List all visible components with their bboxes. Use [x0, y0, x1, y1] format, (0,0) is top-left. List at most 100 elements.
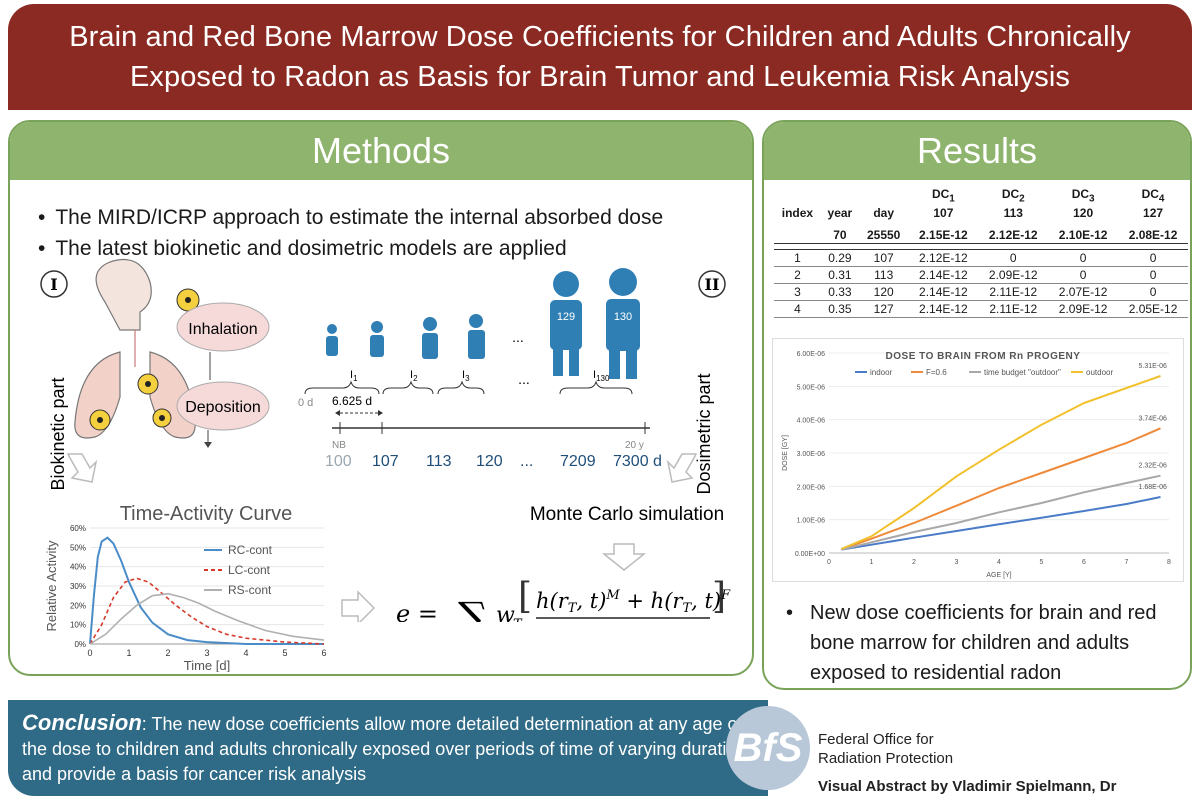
mc-title: Monte Carlo simulation	[530, 504, 724, 525]
interval-ellipsis: ...	[518, 371, 530, 387]
dose-xtick: 8	[1167, 559, 1171, 566]
dose-ytick: 3.00E-06	[797, 451, 826, 458]
dose-series-0	[841, 496, 1161, 551]
figures-ellipsis: ...	[512, 329, 524, 345]
tac-xtick: 2	[165, 648, 170, 658]
interval-130-label: I130	[593, 369, 610, 383]
dose-ytick: 6.00E-06	[797, 351, 826, 358]
dc4-header: DC4	[1141, 187, 1165, 205]
tac-series-rs-cont	[89, 592, 325, 645]
results-bullet: New dose coefficients for brain and red …	[786, 598, 1178, 688]
twenty-y-label: 20 y	[625, 440, 644, 451]
dose-legend-item: time budget "outdoor"	[984, 368, 1061, 377]
title-banner: Brain and Red Bone Marrow Dose Coefficie…	[8, 4, 1192, 110]
dose-series-1	[840, 427, 1161, 551]
formula-w: w	[496, 603, 515, 622]
deposition-bubble	[176, 381, 270, 431]
dose-formula: e = ∑ T w T [ ] h(rT, t)M + h(rT, t)F 2	[396, 576, 731, 622]
table-header-row: index year day 107 113 120 127	[774, 205, 1188, 221]
timeline-100: 100	[325, 453, 352, 470]
dose-xtick: 2	[912, 559, 916, 566]
table-row: 3 0.33 120 2.14E-12 2.11E-12 2.07E-12 0	[774, 283, 1188, 302]
dose-end-label: 2.32E-06	[1139, 463, 1168, 470]
table-row: 2 0.31 113 2.14E-12 2.09E-12 0 0	[774, 266, 1188, 285]
step-label: 6.625 d	[332, 394, 372, 408]
dose-ytick: 0.00E+00	[795, 551, 825, 558]
timeline-113: 113	[426, 453, 452, 470]
col-year: year	[827, 206, 853, 221]
timeline-7209: 7209	[560, 453, 596, 470]
methods-bullet-1: The MIRD/ICRP approach to estimate the i…	[38, 202, 663, 233]
col-113: 113	[1003, 206, 1023, 221]
credit-line: Visual Abstract by Vladimir Spielmann, D…	[818, 778, 1117, 795]
tac-chart: 0% 10% 20% 30% 40% 50% 60% 0 1 2 3 4 5 6 Time [d] Relat…	[46, 524, 327, 672]
tac-ylabel: Relative Activity	[46, 540, 59, 632]
inhalation-label: Inhalation	[188, 321, 257, 338]
deposition-label: Deposition	[185, 399, 261, 416]
timeline-120: 120	[476, 453, 503, 470]
formula-lhs: e =	[396, 600, 438, 622]
interval-2-label: I2	[410, 369, 418, 383]
methods-bullet-2: The latest biokinetic and dosimetric mod…	[38, 233, 663, 264]
dose-end-label: 5.31E-06	[1139, 363, 1168, 370]
tac-xtick: 3	[204, 648, 209, 658]
results-panel: Results DC1 DC2 DC3 DC4 index year day 1…	[762, 120, 1192, 690]
tac-ytick: 50%	[70, 543, 86, 552]
nb-label: NB	[332, 440, 346, 451]
dose-xtick: 7	[1125, 559, 1129, 566]
conclusion-box: Conclusion: The new dose coefficients al…	[8, 700, 768, 796]
dose-legend-item: indoor	[870, 368, 893, 377]
timeline-107: 107	[372, 453, 399, 470]
part1-numeral-circle	[40, 270, 68, 298]
dose-end-label: 1.68E-06	[1139, 484, 1168, 491]
biokinetic-label: Biokinetic part	[48, 377, 68, 490]
dose-ylabel: DOSE [GY]	[782, 435, 789, 471]
table-dc-row: DC1 DC2 DC3 DC4	[774, 186, 1188, 205]
tac-ytick: 0%	[74, 640, 86, 649]
conclusion-text: : The new dose coefficients allow more d…	[22, 714, 752, 784]
tac-xlabel: Time [d]	[184, 658, 230, 672]
tac-legend-rs-cont: RS-cont	[228, 583, 272, 597]
conclusion-label: Conclusion	[22, 710, 142, 735]
dc1-header: DC1	[931, 187, 955, 205]
formula-sum: ∑	[458, 593, 488, 622]
timeline-ellipsis: ...	[520, 453, 533, 470]
tac-series-rc-cont	[89, 536, 324, 645]
tac-ytick: 20%	[70, 601, 86, 610]
inhalation-bubble	[176, 302, 270, 352]
respiratory-illustration	[74, 258, 196, 439]
tac-ytick: 40%	[70, 563, 86, 572]
dosimetric-label: Dosimetric part	[694, 373, 714, 494]
dose-ytick: 2.00E-06	[797, 484, 826, 491]
table-summary-row: 70 25550 2.15E-12 2.12E-12 2.10E-12 2.08…	[774, 227, 1188, 245]
formula-numerator: h(rT, t)M + h(rT, t)F	[536, 588, 731, 616]
tac-xtick: 1	[126, 648, 131, 658]
poster-title: Brain and Red Bone Marrow Dose Coefficie…	[69, 21, 1131, 93]
tac-ytick: 10%	[70, 621, 86, 630]
results-heading: Results	[764, 122, 1190, 180]
dose-series-3	[840, 375, 1161, 550]
col-index: index	[781, 206, 814, 221]
dose-series-2	[841, 474, 1161, 551]
figure-129-label: 129	[557, 311, 575, 323]
tac-xtick: 0	[87, 648, 92, 658]
tac-ytick: 30%	[70, 582, 86, 591]
formula-w-sub: T	[513, 617, 523, 622]
part2-numeral: II	[705, 275, 720, 294]
tac-xtick: 4	[243, 648, 248, 658]
part2-numeral-circle	[698, 270, 726, 298]
dc2-header: DC2	[1001, 187, 1025, 205]
dose-xtick: 6	[1082, 559, 1086, 566]
zero-day-label: 0 d	[298, 397, 313, 409]
dose-chart: 0.00E+00 1.00E-06 2.00E-06 3.00E-06 4.00E-06…	[772, 338, 1184, 582]
dose-xtick: 5	[1040, 559, 1044, 566]
dose-xlabel: AGE [Y]	[986, 572, 1011, 579]
bfs-logo: BfS	[726, 706, 810, 790]
dose-coefficient-table: DC1 DC2 DC3 DC4 index year day 107 113 1…	[774, 186, 1188, 319]
dc3-header: DC3	[1071, 187, 1095, 205]
dose-ytick: 1.00E-06	[797, 518, 826, 525]
tac-xtick: 6	[321, 648, 326, 658]
tac-legend-lc-cont: LC-cont	[228, 563, 271, 577]
tac-title: Time-Activity Curve	[120, 503, 293, 525]
col-120: 120	[1073, 206, 1094, 221]
